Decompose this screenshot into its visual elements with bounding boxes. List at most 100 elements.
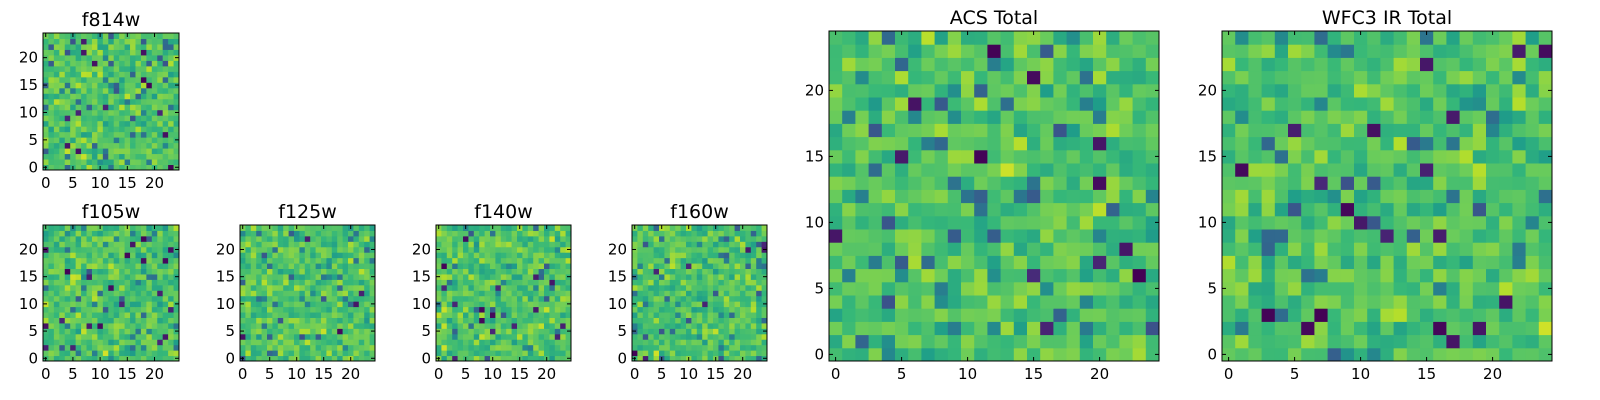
heatmap-cell	[277, 252, 284, 259]
heatmap-cell	[97, 104, 104, 111]
heatmap-cell	[718, 295, 725, 302]
heatmap-cell	[315, 322, 322, 329]
heatmap-cell	[1053, 189, 1068, 204]
heatmap-cell	[157, 279, 164, 286]
heatmap-cell	[527, 263, 534, 270]
heatmap-cell	[702, 268, 709, 275]
heatmap-cell	[64, 54, 71, 61]
heatmap-cell	[173, 65, 180, 72]
heatmap-cell	[713, 257, 719, 264]
heatmap-cell	[1525, 347, 1540, 362]
heatmap-cell	[81, 60, 88, 67]
heatmap-cell	[745, 355, 752, 362]
heatmap-cell	[53, 279, 60, 286]
heatmap-cell	[331, 328, 338, 335]
heatmap-cell	[53, 339, 60, 346]
heatmap-cell	[648, 279, 655, 286]
heatmap-cell	[342, 252, 349, 259]
heatmap-cell	[113, 71, 120, 78]
heatmap-cell	[299, 246, 306, 253]
heatmap-cell	[304, 273, 311, 280]
heatmap-cell	[642, 257, 649, 264]
heatmap-cell	[740, 306, 746, 313]
heatmap-cell	[113, 153, 120, 160]
heatmap-cell	[696, 235, 703, 242]
heatmap-cell	[908, 136, 922, 151]
heatmap-cell	[364, 235, 371, 242]
heatmap-cell	[829, 281, 843, 296]
heatmap-cell	[1235, 149, 1249, 164]
heatmap-cell	[517, 273, 523, 280]
heatmap-cell	[140, 317, 147, 324]
heatmap-cell	[64, 159, 71, 166]
heatmap-cell	[97, 350, 104, 357]
heatmap-cell	[544, 284, 550, 291]
heatmap-cell	[48, 246, 55, 253]
axes-frame	[42, 32, 180, 171]
heatmap-cell	[250, 317, 257, 324]
heatmap-cell	[468, 295, 475, 302]
heatmap-cell	[560, 263, 567, 270]
heatmap-cell	[881, 321, 896, 336]
heatmap-cell	[97, 284, 104, 291]
heatmap-cell	[1222, 123, 1236, 138]
heatmap-cell	[664, 295, 671, 302]
heatmap-cell	[130, 355, 136, 362]
heatmap-cell	[895, 308, 909, 322]
heatmap-cell	[1472, 295, 1487, 309]
heatmap-cell	[315, 355, 322, 362]
heatmap-cell	[162, 230, 169, 237]
heatmap-cell	[707, 252, 714, 259]
heatmap-cell	[124, 82, 131, 89]
heatmap-cell	[560, 339, 567, 346]
heatmap-cell	[102, 120, 109, 127]
heatmap-cell	[277, 279, 284, 286]
heatmap-cell	[310, 290, 317, 297]
heatmap-cell	[729, 295, 736, 302]
heatmap-cell	[299, 241, 306, 248]
heatmap-cell	[130, 60, 136, 67]
heatmap-cell	[146, 164, 153, 171]
heatmap-cell	[168, 38, 175, 45]
heatmap-cell	[974, 202, 988, 217]
heatmap-cell	[554, 312, 561, 318]
heatmap-cell	[245, 263, 252, 270]
heatmap-cell	[452, 279, 459, 286]
heatmap-cell	[1119, 83, 1134, 98]
heatmap-cell	[1406, 176, 1421, 190]
heatmap-cell	[288, 306, 295, 313]
heatmap-cell	[70, 350, 77, 357]
heatmap-cell	[686, 322, 692, 329]
heatmap-cell	[70, 284, 77, 291]
heatmap-cell	[1393, 295, 1408, 309]
heatmap-cell	[64, 109, 71, 116]
heatmap-cell	[288, 312, 295, 318]
heatmap-cell	[272, 273, 279, 280]
heatmap-cell	[527, 355, 534, 362]
y-tick-label: 5	[814, 279, 824, 297]
heatmap-cell	[310, 284, 317, 291]
heatmap-cell	[659, 252, 665, 259]
heatmap-cell	[713, 322, 719, 329]
heatmap-cell	[75, 60, 82, 67]
heatmap-cell	[1393, 83, 1408, 98]
heatmap-cell	[86, 268, 93, 275]
heatmap-cell	[48, 33, 55, 39]
heatmap-cell	[974, 321, 988, 336]
heatmap-cell	[549, 333, 556, 340]
heatmap-cell	[1472, 31, 1487, 45]
heatmap-cell	[855, 308, 870, 322]
heatmap-cell	[64, 120, 71, 127]
heatmap-cell	[369, 235, 376, 242]
heatmap-cell	[1367, 110, 1381, 124]
heatmap-cell	[151, 317, 158, 324]
heatmap-cell	[855, 110, 870, 124]
heatmap-cell	[119, 43, 126, 50]
heatmap-cell	[1079, 83, 1094, 98]
heatmap-cell	[151, 131, 158, 138]
heatmap-cell	[500, 350, 507, 357]
heatmap-cell	[1340, 281, 1355, 296]
heatmap-cell	[157, 344, 164, 351]
heatmap-cell	[102, 104, 109, 111]
